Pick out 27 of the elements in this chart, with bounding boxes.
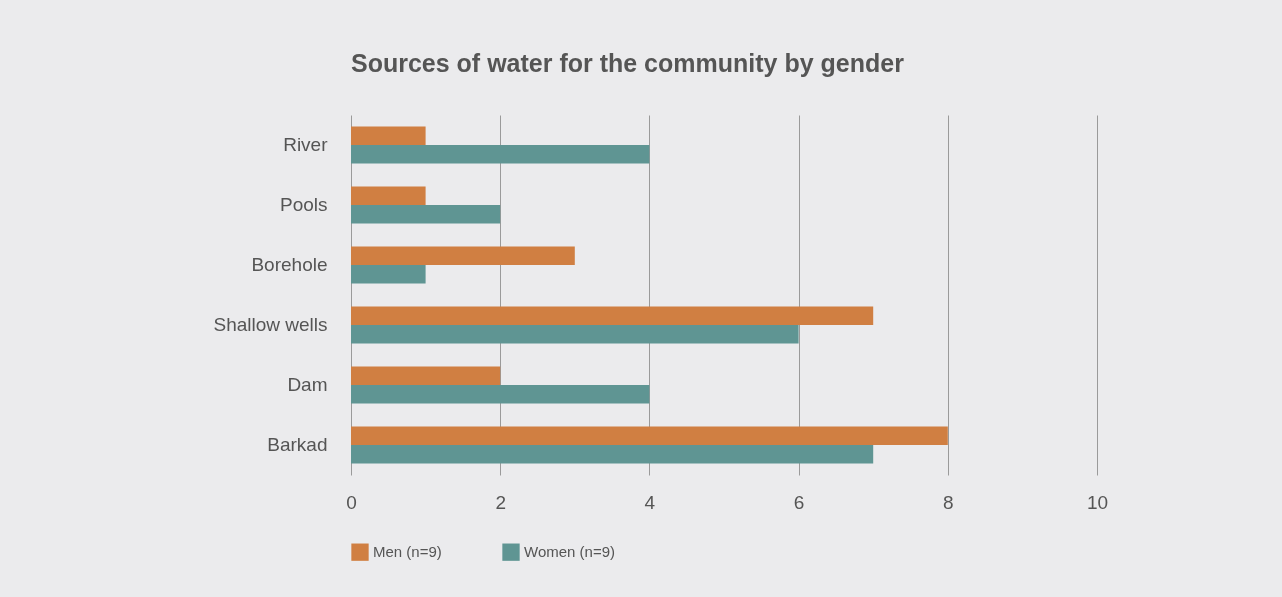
x-tick-label: 10 bbox=[1086, 491, 1109, 513]
y-tick-label: Pools bbox=[279, 194, 328, 215]
y-tick-label: Dam bbox=[287, 374, 328, 395]
bar bbox=[351, 205, 501, 224]
legend-label: Men (n=9) bbox=[373, 543, 442, 561]
x-tick-label: 6 bbox=[793, 491, 805, 513]
y-tick-label: Borehole bbox=[251, 254, 328, 275]
bar bbox=[351, 145, 650, 164]
y-tick-label: Barkad bbox=[267, 434, 328, 455]
legend-label: Women (n=9) bbox=[524, 543, 616, 561]
bar bbox=[351, 445, 874, 464]
x-tick-label: 2 bbox=[495, 491, 506, 513]
y-tick-label: River bbox=[283, 134, 329, 155]
bar bbox=[351, 265, 426, 284]
bar bbox=[351, 426, 948, 445]
x-tick-label: 0 bbox=[346, 491, 357, 513]
bar bbox=[351, 325, 799, 344]
bar bbox=[351, 126, 426, 145]
y-tick-label: Shallow wells bbox=[213, 314, 328, 335]
bar bbox=[351, 186, 426, 205]
bar bbox=[351, 306, 874, 325]
x-tick-label: 4 bbox=[644, 491, 656, 513]
chart-title: Sources of water for the community by gender bbox=[351, 49, 905, 77]
bar bbox=[351, 366, 501, 385]
x-tick-label: 8 bbox=[943, 491, 954, 513]
bar bbox=[351, 246, 575, 265]
bar bbox=[351, 385, 650, 404]
